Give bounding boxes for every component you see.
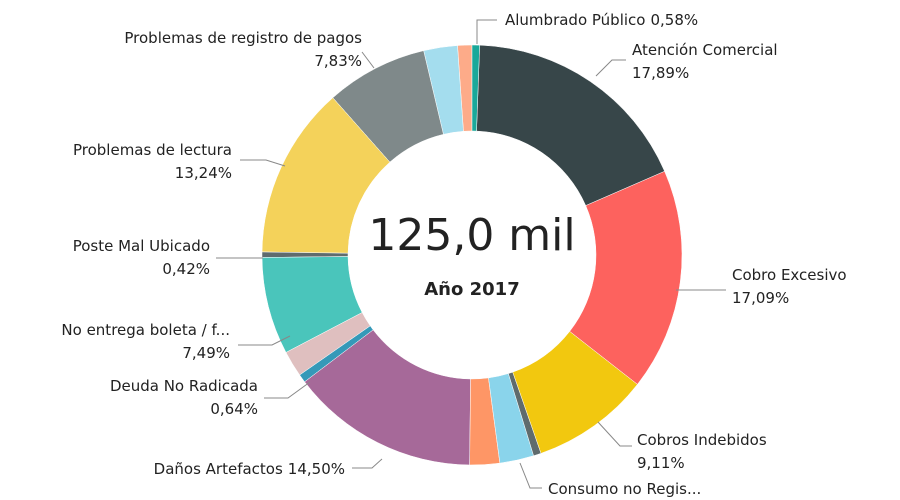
center-subtitle: Año 2017	[424, 279, 519, 300]
leader-line	[595, 59, 626, 77]
leader-line	[238, 335, 291, 346]
slice-name: Alumbrado Público	[505, 11, 645, 29]
leader-line	[240, 159, 286, 167]
slice-label: Deuda No Radicada 0,64%	[110, 377, 258, 418]
slice-value: 17,09%	[732, 289, 789, 307]
slice-value: 0,64%	[210, 400, 258, 418]
leader-line	[361, 51, 375, 69]
slice-name: Deuda No Radicada	[110, 377, 258, 395]
donut-segment	[508, 371, 542, 457]
leader-line	[519, 462, 542, 489]
donut-segment	[261, 251, 349, 258]
slice-label: Alumbrado Público 0,58%	[505, 11, 698, 29]
donut-segment	[423, 45, 464, 135]
slice-value: 13,24%	[175, 164, 232, 182]
leader-line	[476, 19, 497, 44]
leader-line	[597, 421, 632, 447]
slice-name: Problemas de registro de pagos	[124, 29, 362, 47]
slice-name: Cobros Indebidos	[637, 431, 767, 449]
slice-label: Daños Artefactos 14,50%	[154, 460, 345, 478]
donut-segment	[471, 44, 480, 132]
slice-label: No entrega boleta / f... 7,49%	[61, 321, 230, 362]
slice-name: Cobro Excesivo	[732, 266, 847, 284]
slice-label: Consumo no Regis...2,62%	[548, 480, 701, 500]
donut-segment	[299, 325, 374, 383]
donut-segment	[476, 44, 665, 206]
slice-label: Cobros Indebidos 9,11%	[637, 431, 767, 472]
slice-label: Poste Mal Ubicado 0,42%	[73, 237, 210, 278]
slice-label: Atención Comercial 17,89%	[632, 41, 778, 82]
slice-value: 9,11%	[637, 454, 685, 472]
slice-name: Poste Mal Ubicado	[73, 237, 210, 255]
donut-segment	[285, 312, 371, 376]
donut-segment	[488, 373, 534, 464]
slice-name: Atención Comercial	[632, 41, 778, 59]
slice-name: Problemas de lectura	[73, 141, 232, 159]
leader-line	[264, 381, 311, 399]
donut-segment	[261, 97, 391, 254]
leader-line	[352, 458, 383, 469]
slice-label: Cobro Excesivo 17,09%	[732, 266, 847, 307]
slice-name: Daños Artefactos	[154, 460, 283, 478]
donut-segment	[512, 331, 638, 454]
slice-value: 7,49%	[182, 344, 230, 362]
slice-value: 17,89%	[632, 64, 689, 82]
donut-segment	[469, 377, 501, 466]
slice-value: 14,50%	[288, 460, 345, 478]
slice-name: No entrega boleta / f...	[61, 321, 230, 339]
slice-name: Consumo no Regis...	[548, 480, 701, 498]
center-label: 125,0 mil	[368, 210, 575, 261]
slice-value: 7,83%	[314, 52, 362, 70]
donut-segment	[569, 170, 683, 385]
donut-segment	[332, 50, 444, 163]
slice-value: 0,42%	[162, 260, 210, 278]
donut-segment	[304, 329, 471, 466]
slice-value: 0,58%	[650, 11, 698, 29]
slice-label: Problemas de lectura 13,24%	[73, 141, 232, 182]
slice-label: Problemas de registro de pagos 7,83%	[124, 29, 362, 70]
